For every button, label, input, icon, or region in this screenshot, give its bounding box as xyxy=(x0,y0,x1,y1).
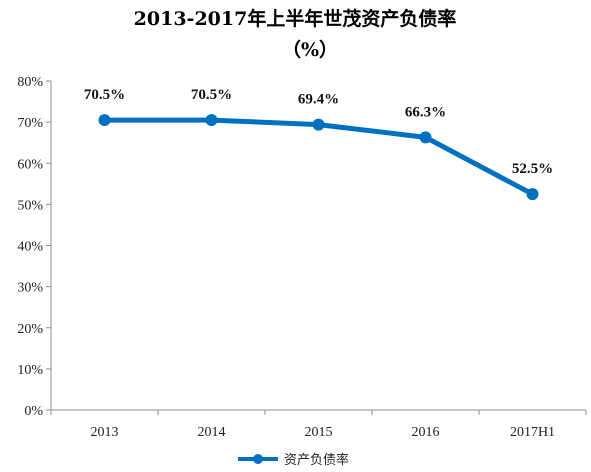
y-tick-label: 50% xyxy=(17,198,43,213)
y-tick-label: 40% xyxy=(17,240,43,255)
y-tick-label: 60% xyxy=(17,157,43,172)
data-point xyxy=(312,118,325,131)
legend: 资产负债率 xyxy=(238,452,349,468)
chart-subtitle: （%） xyxy=(282,38,338,61)
data-labels: 70.5% 70.5% 69.4% 66.3% 52.5% xyxy=(84,87,553,177)
y-tick-label: 30% xyxy=(17,281,43,296)
x-tick-label: 2014 xyxy=(198,425,226,440)
data-label: 70.5% xyxy=(84,87,125,103)
x-tick-label: 2017H1 xyxy=(510,425,555,440)
x-tick-label: 2013 xyxy=(91,425,119,440)
y-axis: 0% 10% 20% 30% 40% 50% 60% 70% 80% xyxy=(17,75,52,419)
y-tick-label: 70% xyxy=(17,116,43,131)
data-point xyxy=(419,131,432,144)
x-tick-label: 2015 xyxy=(305,425,333,440)
data-point xyxy=(205,114,218,127)
x-tick-label: 2016 xyxy=(412,425,440,440)
data-label: 66.3% xyxy=(405,104,446,120)
y-tick-label: 10% xyxy=(17,363,43,378)
data-label: 52.5% xyxy=(512,161,553,177)
data-point xyxy=(526,188,539,201)
data-label: 70.5% xyxy=(191,87,232,103)
x-axis: 2013 2014 2015 2016 2017H1 xyxy=(50,409,587,440)
y-tick-label: 80% xyxy=(17,75,43,90)
legend-label: 资产负债率 xyxy=(284,452,349,468)
legend-marker xyxy=(253,454,263,464)
y-tick-label: 20% xyxy=(17,322,43,337)
data-point xyxy=(98,114,111,127)
plot-series xyxy=(98,114,539,201)
series-line xyxy=(102,117,535,197)
y-tick-label: 0% xyxy=(24,404,43,419)
data-label: 69.4% xyxy=(298,92,339,108)
chart-title: 2013-2017年上半年世茂资产负债率 xyxy=(134,7,457,30)
